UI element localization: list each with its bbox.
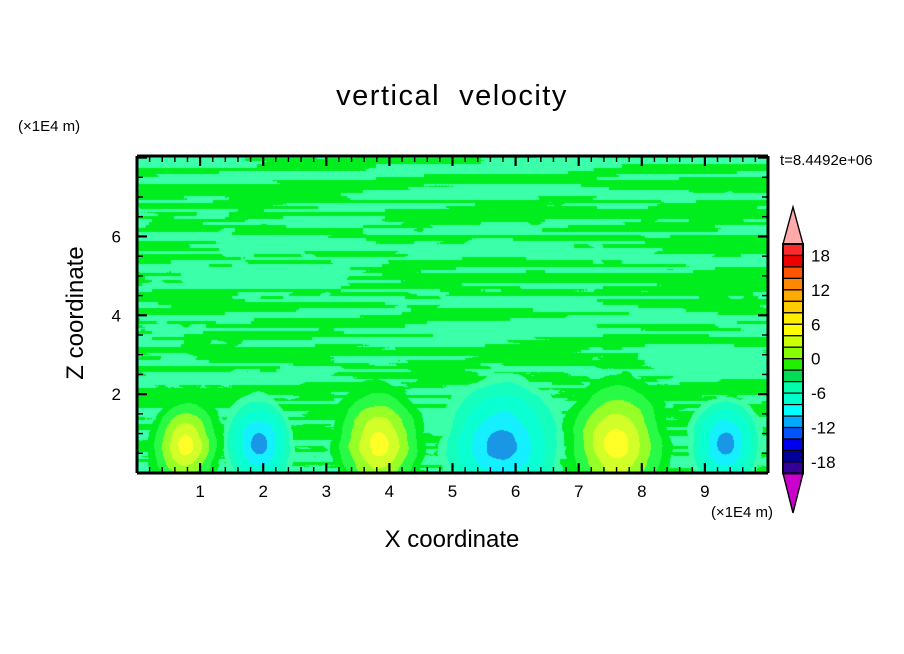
svg-text:7: 7: [574, 482, 583, 501]
svg-text:4: 4: [112, 306, 121, 325]
svg-text:X coordinate: X coordinate: [385, 526, 520, 553]
svg-text:4: 4: [385, 482, 394, 501]
svg-text:6: 6: [112, 227, 121, 246]
svg-text:2: 2: [258, 482, 267, 501]
svg-text:18: 18: [811, 246, 830, 265]
svg-text:0: 0: [811, 350, 820, 369]
svg-text:6: 6: [511, 482, 520, 501]
svg-text:5: 5: [448, 482, 457, 501]
svg-text:-6: -6: [811, 384, 826, 403]
svg-text:12: 12: [811, 281, 830, 300]
svg-text:2: 2: [112, 385, 121, 404]
svg-text:6: 6: [811, 315, 820, 334]
svg-text:-18: -18: [811, 453, 836, 472]
svg-text:-12: -12: [811, 419, 836, 438]
svg-text:1: 1: [195, 482, 204, 501]
svg-text:9: 9: [700, 482, 709, 501]
svg-text:Z coordinate: Z coordinate: [62, 246, 89, 379]
svg-text:8: 8: [637, 482, 646, 501]
svg-text:3: 3: [322, 482, 331, 501]
svg-text:(×1E4 m): (×1E4 m): [711, 504, 773, 521]
